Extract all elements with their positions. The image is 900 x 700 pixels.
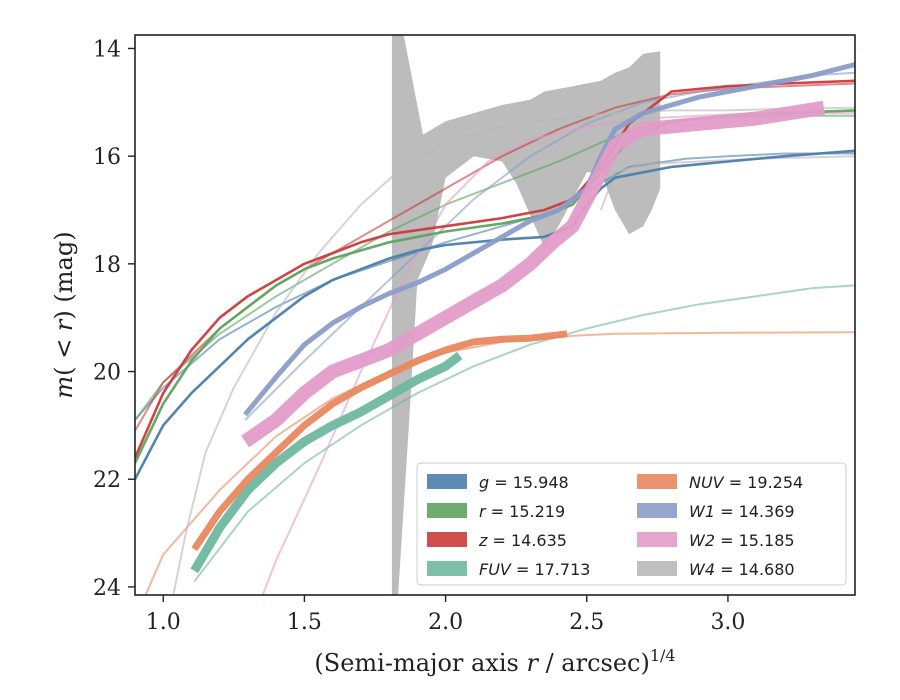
legend-frame xyxy=(416,462,847,586)
series-layer xyxy=(135,35,855,595)
series-fuv-model xyxy=(193,284,855,583)
legend-label-fuv: FUV = 17.713 xyxy=(479,560,590,579)
x-tick-label: 2.5 xyxy=(569,610,604,635)
y-tick-label: 16 xyxy=(93,145,121,170)
legend-swatch-w4 xyxy=(637,561,677,576)
series-z-line xyxy=(135,79,855,459)
legend-swatch-nuv xyxy=(637,474,677,489)
series-g-line xyxy=(135,149,855,480)
chart-legend: g = 15.948 r = 15.219 z = 14.635 FUV = 17.7… xyxy=(416,462,847,586)
x-axis: 1.0 1.5 2.0 2.5 3.0 xyxy=(146,595,745,635)
x-axis-title: (Semi-major axis r / arcsec)1/4 xyxy=(314,646,675,677)
series-fuv-line xyxy=(190,351,463,574)
series-w2-line xyxy=(241,100,826,448)
series-w4-model xyxy=(172,106,855,595)
y-tick-label: 18 xyxy=(93,253,121,278)
legend-swatch-z xyxy=(427,532,467,547)
legend-swatch-w1 xyxy=(637,503,677,518)
legend-label-w1: W1 = 14.369 xyxy=(689,502,795,521)
legend-swatch-w2 xyxy=(637,532,677,547)
x-tick-label: 3.0 xyxy=(710,610,745,635)
y-tick-label: 14 xyxy=(93,37,121,62)
legend-label-w2: W2 = 15.185 xyxy=(689,531,795,550)
y-axis-title: m( < r) (mag) xyxy=(50,231,78,398)
y-axis: 14 16 18 20 22 24 xyxy=(93,37,135,601)
legend-label-w4: W4 = 14.680 xyxy=(689,560,795,579)
series-w4-band xyxy=(391,35,661,595)
series-r-model xyxy=(135,114,855,421)
legend-label-nuv: NUV = 19.254 xyxy=(689,473,803,492)
y-tick-label: 20 xyxy=(93,361,121,386)
legend-swatch-fuv xyxy=(427,561,467,576)
x-tick-label: 2.0 xyxy=(428,610,463,635)
legend-label-z: z = 14.635 xyxy=(478,531,567,550)
y-tick-label: 24 xyxy=(93,576,121,601)
legend-label-r: r = 15.219 xyxy=(479,502,565,521)
plot-frame xyxy=(134,34,856,596)
x-tick-label: 1.5 xyxy=(287,610,322,635)
series-nuv-line xyxy=(191,330,568,552)
legend-label-g: g = 15.948 xyxy=(479,473,569,492)
legend-swatch-r xyxy=(427,503,467,518)
series-g-model xyxy=(135,152,855,421)
legend-swatch-g xyxy=(427,474,467,489)
y-tick-label: 22 xyxy=(93,468,121,493)
x-tick-label: 1.0 xyxy=(146,610,181,635)
series-w1-line xyxy=(243,62,855,417)
